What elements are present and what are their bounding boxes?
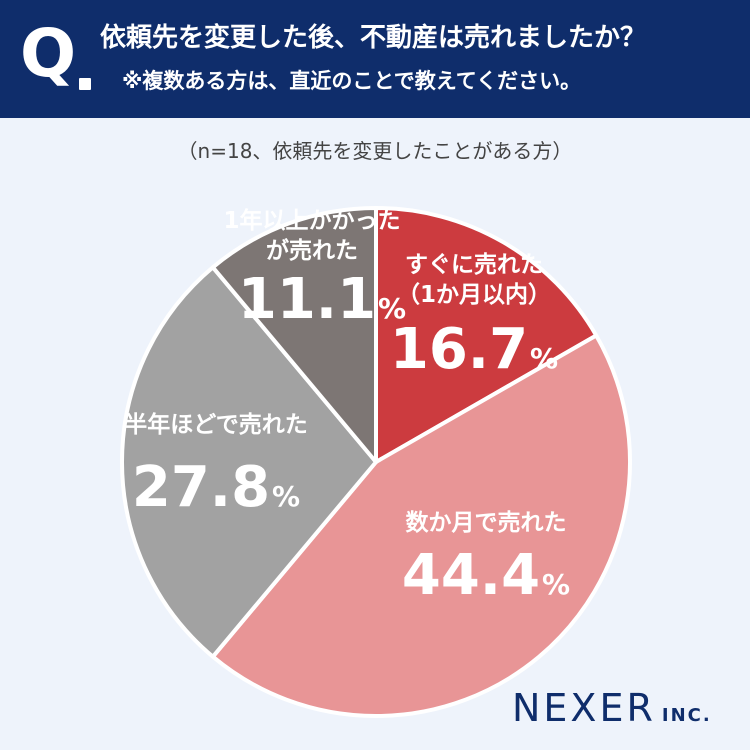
question-subtitle: ※複数ある方は、直近のことで教えてください。 (122, 69, 582, 93)
slice-value-number-1: 16.7 (390, 317, 528, 382)
slice-label-4-line-2: が売れた (266, 237, 358, 264)
sample-note: （n=18、依頼先を変更したことがある方） (177, 139, 573, 163)
slice-value-number-2: 44.4 (402, 543, 540, 608)
slice-label-3-line-1: 半年ほどで売れた (124, 411, 308, 438)
slice-value-2: 44.4% (402, 543, 570, 608)
slice-value-unit-4: % (378, 292, 406, 325)
q-dot-icon (79, 78, 91, 90)
slice-value-3: 27.8% (132, 455, 300, 520)
pie-slice-4 (210, 206, 378, 464)
slice-label-4-line-1: 1年以上かかった (223, 207, 400, 234)
slice-value-number-3: 27.8 (132, 455, 270, 520)
slice-value-unit-1: % (530, 342, 558, 375)
slice-label-1-line-2: （1か月以内） (397, 281, 551, 308)
slice-label-2-line-1: 数か月で売れた (406, 510, 567, 536)
slice-value-unit-2: % (542, 568, 570, 601)
question-title: 依頼先を変更した後、不動産は売れましたか？ (100, 23, 647, 53)
question-header: Q 依頼先を変更した後、不動産は売れましたか？ ※複数ある方は、直近のことで教え… (0, 0, 750, 118)
pie-slice-3 (120, 265, 378, 659)
slice-label-1-line-1: すぐに売れた (405, 252, 543, 278)
brand-logo: NEXER INC. (512, 686, 712, 730)
slice-value-unit-3: % (272, 480, 300, 513)
pie-slice-2 (210, 333, 632, 718)
slice-value-number-4: 11.1 (238, 267, 376, 332)
q-mark: Q (20, 15, 77, 92)
brand-suffix: INC. (661, 705, 712, 726)
pie-slice-1 (374, 206, 599, 464)
slice-value-1: 16.7% (390, 317, 558, 382)
slice-value-4: 11.1% (238, 267, 406, 332)
brand-name: NEXER (512, 686, 656, 730)
